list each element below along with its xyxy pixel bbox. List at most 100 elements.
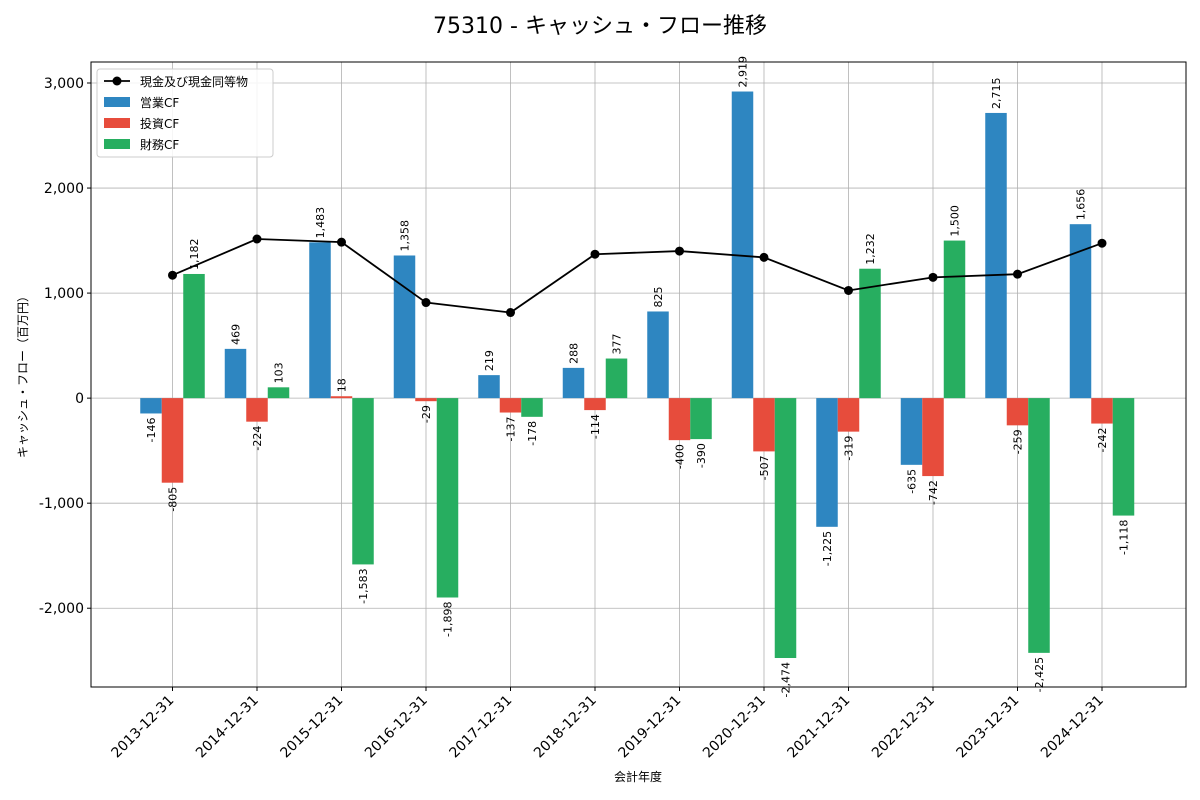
data-labels: -146 469 1,483 1,358 219 288 825 2,919 -1,225 -63… [145,56,1131,697]
x-axis: 2013-12-31 2014-12-31 2015-12-31 2016-12-31… [108,687,1107,762]
bar-1-2022-12-31 [900,398,923,465]
bars [140,91,1135,659]
x-axis-label: 会計年度 [614,769,662,784]
cash-point-2013-12-31 [168,270,177,280]
bar-3-2022-12-31 [943,240,966,399]
bar-value-label: 1,500 [949,205,962,237]
y-axis: -2,000 -1,000 0 1,000 2,000 3,000 [39,76,91,617]
y-tick-label: 2,000 [44,181,84,197]
bar-2-2013-12-31 [161,398,184,483]
cash-point-2021-12-31 [844,285,853,295]
bar-1-2015-12-31 [309,242,331,399]
bar-3-2019-12-31 [690,398,712,440]
legend-label: 営業CF [140,96,179,110]
legend-box [96,68,274,158]
x-tick-label: 2023-12-31 [953,693,1022,762]
cash-point-2019-12-31 [675,246,684,256]
x-tick-label: 2019-12-31 [615,693,684,762]
bar-2-2017-12-31 [499,398,522,413]
bar-value-label: -319 [843,436,856,461]
bar-value-label: 1,483 [314,207,327,239]
legend-bar-swatch [104,118,130,128]
bar-3-2014-12-31 [267,387,290,399]
bar-2-2020-12-31 [753,398,775,452]
bar-value-label: -242 [1096,428,1109,453]
bar-value-label: -2,425 [1033,657,1046,692]
bar-value-label: -178 [526,421,539,446]
x-tick-label: 2022-12-31 [869,693,938,762]
bar-2-2018-12-31 [584,398,606,411]
cash-point-2022-12-31 [928,272,938,282]
legend-label: 財務CF [140,137,179,152]
bar-3-2016-12-31 [436,398,459,598]
bar-1-2021-12-31 [816,398,838,527]
bar-value-label: 2,715 [990,77,1003,109]
bar-1-2017-12-31 [478,375,500,399]
x-tick-label: 2013-12-31 [108,693,177,762]
bar-3-2021-12-31 [859,268,881,399]
bar-1-2013-12-31 [140,398,162,414]
bar-value-label: 2,919 [737,56,750,88]
x-tick-label: 2016-12-31 [362,693,431,762]
bar-value-label: 103 [273,362,286,383]
bar-value-label: -805 [167,487,180,512]
bar-value-label: 1,358 [399,220,412,252]
bar-value-label: -1,583 [357,568,370,603]
bar-1-2023-12-31 [985,112,1007,399]
bar-value-label: -390 [695,443,708,468]
bar-value-label: -146 [145,417,158,442]
legend-marker [112,76,122,86]
bar-value-label: -400 [674,444,687,469]
x-tick-label: 2024-12-31 [1038,693,1107,762]
y-tick-label: 1,000 [44,286,84,302]
bar-value-label: 1,182 [188,238,201,270]
y-tick-label: 3,000 [44,76,84,92]
bar-2-2021-12-31 [837,398,860,432]
x-tick-label: 2015-12-31 [277,693,346,762]
bar-3-2013-12-31 [183,273,205,399]
bar-3-2020-12-31 [774,398,797,659]
legend-label: 現金及び現金同等物 [140,74,248,89]
bar-value-label: -29 [420,405,433,423]
plot-frame [90,61,1187,688]
bar-value-label: -1,225 [821,531,834,566]
bar-2-2019-12-31 [668,398,691,441]
cash-point-2018-12-31 [590,249,600,259]
cash-point-2017-12-31 [506,308,515,318]
bar-value-label: 377 [611,334,624,355]
x-tick-label: 2021-12-31 [784,693,853,762]
chart-title: 75310 - キャッシュ・フロー推移 [433,14,767,39]
x-tick-label: 2020-12-31 [700,693,769,762]
bar-1-2016-12-31 [393,255,416,399]
cash-point-2016-12-31 [421,298,431,308]
bar-2-2023-12-31 [1006,398,1029,426]
cash-line [168,234,1107,318]
bar-value-label: -1,118 [1118,520,1131,555]
bar-2-2016-12-31 [415,398,437,402]
bar-2-2022-12-31 [922,398,944,477]
bar-value-label: -1,898 [442,602,455,637]
bar-3-2017-12-31 [521,398,543,417]
bar-3-2023-12-31 [1028,398,1050,653]
bar-value-label: -742 [927,480,940,505]
legend-label: 投資CF [140,116,179,131]
cash-point-2023-12-31 [1013,269,1022,279]
cash-point-2024-12-31 [1097,238,1107,248]
cash-point-2020-12-31 [759,252,769,262]
legend-bar-swatch [104,139,130,149]
bar-2-2015-12-31 [330,396,353,399]
bar-2-2024-12-31 [1091,398,1113,424]
cash-point-2015-12-31 [337,237,346,247]
legend-bar-swatch [104,97,130,107]
bar-3-2024-12-31 [1112,398,1135,516]
bar-value-label: 219 [483,350,496,371]
bar-value-label: -137 [505,417,518,442]
bar-value-label: 469 [230,324,243,345]
bar-value-label: 825 [652,286,665,307]
bar-value-label: -635 [906,469,919,494]
bar-value-label: 1,656 [1075,189,1088,221]
bar-value-label: -2,474 [780,662,793,697]
y-axis-label: キャッシュ・フロー（百万円） [16,290,30,458]
bar-value-label: -114 [589,414,602,439]
